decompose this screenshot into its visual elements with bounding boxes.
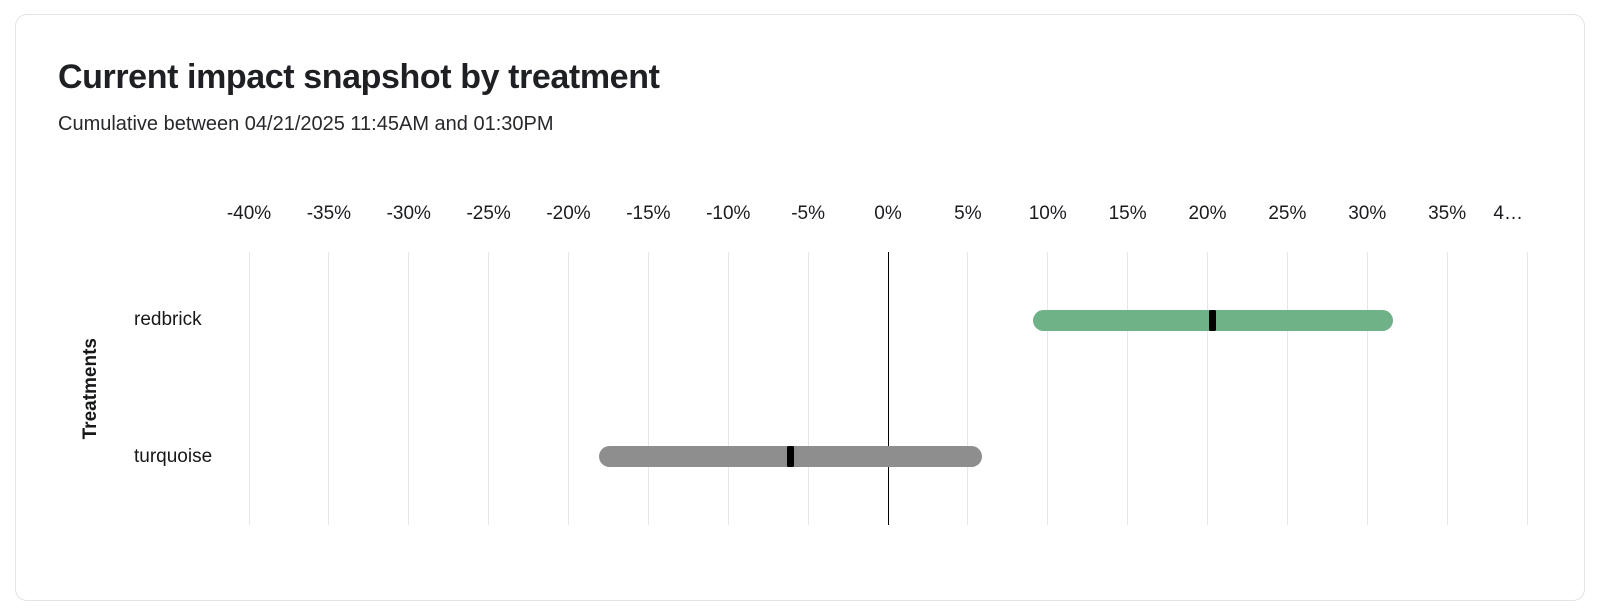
x-tick-label: 20% [1188, 203, 1227, 224]
plot-area [248, 252, 1528, 525]
card-title: Current impact snapshot by treatment [58, 58, 660, 96]
gridline [1446, 252, 1448, 525]
x-tick-label: 5% [954, 203, 982, 224]
gridline [1047, 252, 1049, 525]
card-subtitle: Cumulative between 04/21/2025 11:45AM an… [58, 113, 554, 135]
x-tick-label: -30% [386, 203, 431, 224]
gridline [807, 252, 809, 525]
midpoint-marker-redbrick [1208, 309, 1216, 331]
x-tick-label: -20% [546, 203, 591, 224]
category-label-redbrick: redbrick [134, 309, 202, 331]
x-axis-tick-labels: -40% -35% -30% -25% -20% -15% -10% -5% 0% 5% 10% 15… [227, 201, 1527, 227]
category-label-turquoise: turquoise [134, 445, 213, 467]
gridline [727, 252, 729, 525]
impact-range-chart: -40% -35% -30% -25% -20% -15% -10% -5% 0% 5% 10% 15… [16, 15, 1584, 600]
x-tick-label: -5% [791, 203, 826, 224]
midpoint-marker-turquoise [787, 446, 795, 468]
gridline [1286, 252, 1288, 525]
gridline [967, 252, 969, 525]
x-tick-label: -25% [466, 203, 511, 224]
x-tick-label: 15% [1108, 203, 1147, 224]
x-tick-label: -40% [226, 203, 272, 224]
gridline [1207, 252, 1208, 525]
x-tick-label: 30% [1348, 203, 1387, 224]
gridline [248, 252, 250, 525]
gridline [568, 252, 569, 525]
gridline [408, 252, 410, 525]
x-tick-label: -15% [626, 203, 671, 224]
gridline [328, 252, 330, 525]
gridline [488, 252, 490, 525]
gridline [1366, 252, 1368, 525]
gridline [647, 252, 649, 525]
x-tick-label: 10% [1028, 203, 1067, 224]
x-tick-label: 0% [874, 203, 902, 224]
x-tick-label: -10% [706, 203, 751, 224]
zero-gridline [887, 252, 889, 525]
x-tick-label: 25% [1268, 203, 1307, 224]
impact-snapshot-card: Current impact snapshot by treatment Cum… [15, 14, 1585, 601]
gridline [1127, 252, 1129, 525]
category-labels: redbrick turquoise [134, 252, 246, 525]
gridline [1526, 252, 1528, 525]
y-axis-title: Treatments [80, 337, 101, 440]
x-tick-label: 35% [1428, 203, 1467, 224]
x-tick-label: 4… [1493, 203, 1523, 224]
y-axis-title-wrap: Treatments [78, 252, 104, 525]
x-tick-label: -35% [306, 203, 352, 224]
